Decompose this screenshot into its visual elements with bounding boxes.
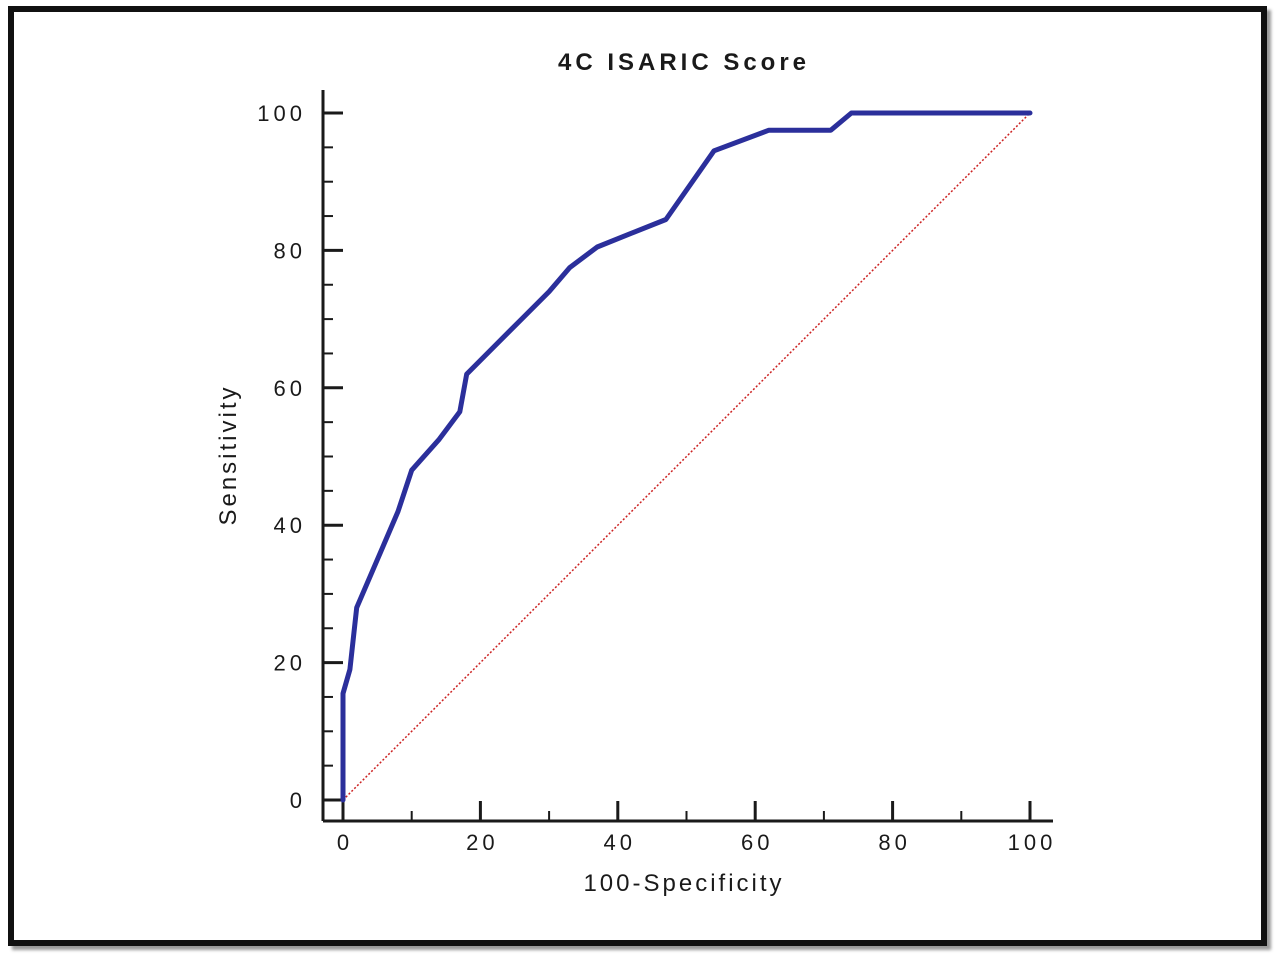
y-axis-label: Sensitivity bbox=[215, 384, 242, 525]
y-tick-label: 0 bbox=[290, 788, 306, 813]
reference-diagonal-line bbox=[342, 112, 1031, 801]
series-layer bbox=[340, 110, 1033, 803]
x-tick-label: 60 bbox=[741, 830, 773, 855]
x-tick-label: 20 bbox=[466, 830, 498, 855]
x-tick-label: 0 bbox=[337, 830, 353, 855]
figure-border bbox=[8, 6, 1267, 946]
chart-title: 4C ISARIC Score bbox=[558, 49, 810, 76]
y-tick-label: 20 bbox=[274, 651, 306, 676]
roc-curve-line bbox=[340, 110, 1033, 803]
x-tick-label: 40 bbox=[604, 830, 636, 855]
x-axis-label: 100-Specificity bbox=[583, 870, 784, 897]
y-tick-label: 80 bbox=[274, 238, 306, 263]
y-tick-label: 40 bbox=[274, 513, 306, 538]
y-tick-label: 60 bbox=[274, 376, 306, 401]
x-tick-label: 100 bbox=[1008, 830, 1057, 855]
x-tick-label: 80 bbox=[878, 830, 910, 855]
y-tick-label: 100 bbox=[257, 101, 306, 126]
axes: 0 20 40 60 80 100 0 20 40 60 80 100 bbox=[257, 90, 1057, 855]
